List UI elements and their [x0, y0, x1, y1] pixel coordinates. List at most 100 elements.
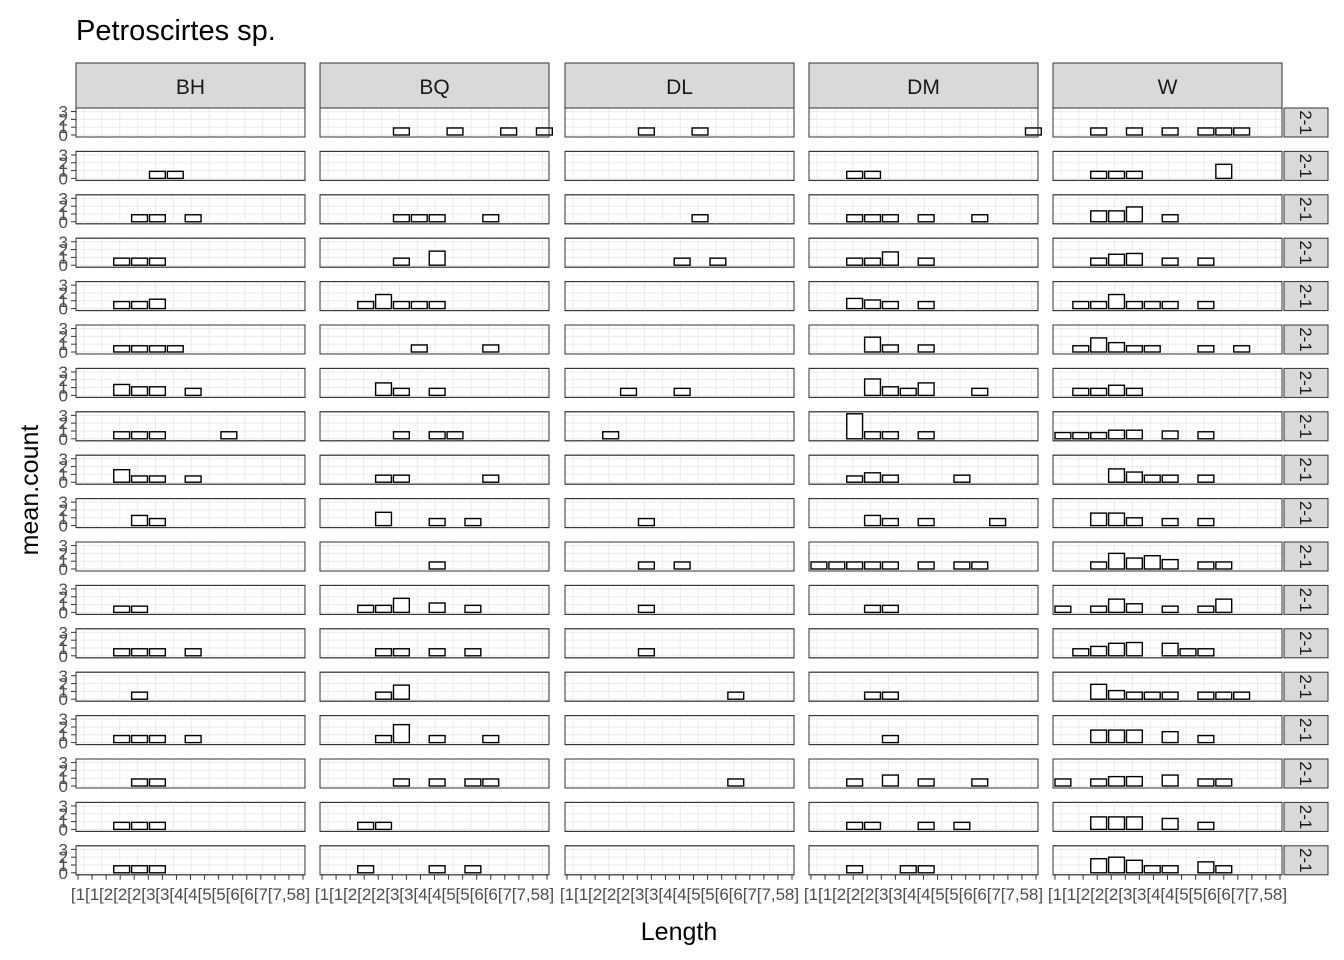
- panel-border: [319, 107, 550, 138]
- panel-border: [1052, 454, 1283, 485]
- y-tick-label: 1: [59, 292, 68, 311]
- bar: [1197, 474, 1215, 483]
- row-strip-label: 2-1: [1296, 240, 1315, 265]
- bar: [184, 475, 202, 483]
- bar: [1072, 300, 1090, 310]
- bar: [1161, 730, 1179, 744]
- panel-border: [319, 671, 550, 702]
- bar: [1161, 605, 1179, 614]
- bar: [917, 300, 935, 310]
- bar: [1090, 683, 1108, 700]
- bar: [1107, 468, 1126, 483]
- bar: [1125, 729, 1144, 744]
- panel-r8-W: [1052, 411, 1283, 442]
- bar: [148, 734, 167, 744]
- panel-border: [75, 584, 306, 615]
- bar: [428, 431, 446, 440]
- row-strip: [1283, 758, 1329, 789]
- bar: [1090, 561, 1108, 570]
- panel-border: [808, 411, 1039, 442]
- row-strip-label: 2-1: [1296, 371, 1315, 396]
- bar: [428, 214, 446, 223]
- y-tick-label: 2: [59, 805, 68, 824]
- row-strip-label: 2-1: [1296, 154, 1315, 179]
- panel-border: [808, 541, 1039, 572]
- bar: [1143, 865, 1161, 874]
- y-tick-label: 1: [59, 726, 68, 745]
- panel-border: [1052, 150, 1283, 181]
- y-tick-label: 0: [59, 126, 68, 145]
- row-strip: [1283, 367, 1329, 398]
- y-tick-label: 3: [59, 797, 68, 816]
- bar: [828, 561, 846, 570]
- bar: [130, 821, 149, 831]
- bar: [113, 469, 131, 483]
- column-strip-label: BH: [176, 76, 205, 99]
- bar: [1090, 729, 1108, 744]
- panel-r16-BQ: [319, 758, 550, 789]
- x-tick-label: [7: [1245, 885, 1259, 904]
- bar: [1125, 517, 1144, 527]
- facet-panels: [75, 107, 1283, 876]
- bar: [374, 474, 393, 483]
- panel-background: [75, 541, 306, 572]
- x-tick-label: [6: [729, 885, 743, 904]
- x-tick-label: [2: [602, 885, 616, 904]
- bar: [1197, 778, 1215, 787]
- bar: [428, 561, 446, 570]
- bar: [971, 387, 989, 397]
- panel-r3-W: [1052, 194, 1283, 225]
- bar: [113, 648, 131, 657]
- bar: [1107, 384, 1126, 397]
- panel-r8-BH: [75, 411, 306, 442]
- x-tick-label: [2: [588, 885, 602, 904]
- bar: [1161, 430, 1179, 440]
- panel-r13-BQ: [319, 628, 550, 659]
- panel-border: [319, 367, 550, 398]
- bar: [392, 431, 411, 440]
- panel-r7-W: [1052, 367, 1283, 398]
- bar: [130, 300, 149, 310]
- row-strip-label: 2-1: [1296, 718, 1315, 743]
- bar: [1107, 293, 1126, 310]
- row-strip-label: 2-1: [1296, 588, 1315, 613]
- bar: [1125, 557, 1144, 570]
- panel-border: [1052, 237, 1283, 268]
- bar: [148, 475, 167, 483]
- y-tick-label: 2: [59, 501, 68, 520]
- panel-border: [75, 758, 306, 789]
- panel-r6-DL: [564, 324, 795, 355]
- x-tick-label: [2: [1090, 885, 1104, 904]
- bar: [846, 214, 864, 223]
- bar: [1125, 816, 1144, 831]
- row-strip-label: 2-1: [1296, 197, 1315, 222]
- x-tick-label: [5: [212, 885, 226, 904]
- panel-background: [319, 324, 550, 355]
- x-tick-label: 8]: [1273, 885, 1287, 904]
- bar: [691, 214, 709, 223]
- panel-r11-BQ: [319, 541, 550, 572]
- bar: [846, 170, 864, 180]
- panel-r1-DL: [564, 107, 795, 138]
- x-tick-label: [2: [860, 885, 874, 904]
- bar: [691, 127, 709, 136]
- panel-border: [564, 584, 795, 615]
- bar: [357, 821, 375, 831]
- bar: [1161, 517, 1179, 527]
- panel-r2-W: [1052, 150, 1283, 181]
- row-strip-label: 2-1: [1296, 544, 1315, 569]
- bar: [917, 561, 935, 570]
- bar: [1107, 689, 1126, 700]
- bar: [130, 514, 149, 527]
- panel-r18-DM: [808, 845, 1039, 876]
- panel-background: [319, 454, 550, 485]
- panel-border: [564, 541, 795, 572]
- panel-border: [319, 237, 550, 268]
- panel-r3-DL: [564, 194, 795, 225]
- column-strip-label: BQ: [419, 76, 449, 99]
- x-tick-label: [2: [616, 885, 630, 904]
- bar: [1197, 734, 1215, 744]
- y-tick-label: 2: [59, 544, 68, 563]
- bar: [392, 778, 411, 787]
- bar: [392, 257, 411, 266]
